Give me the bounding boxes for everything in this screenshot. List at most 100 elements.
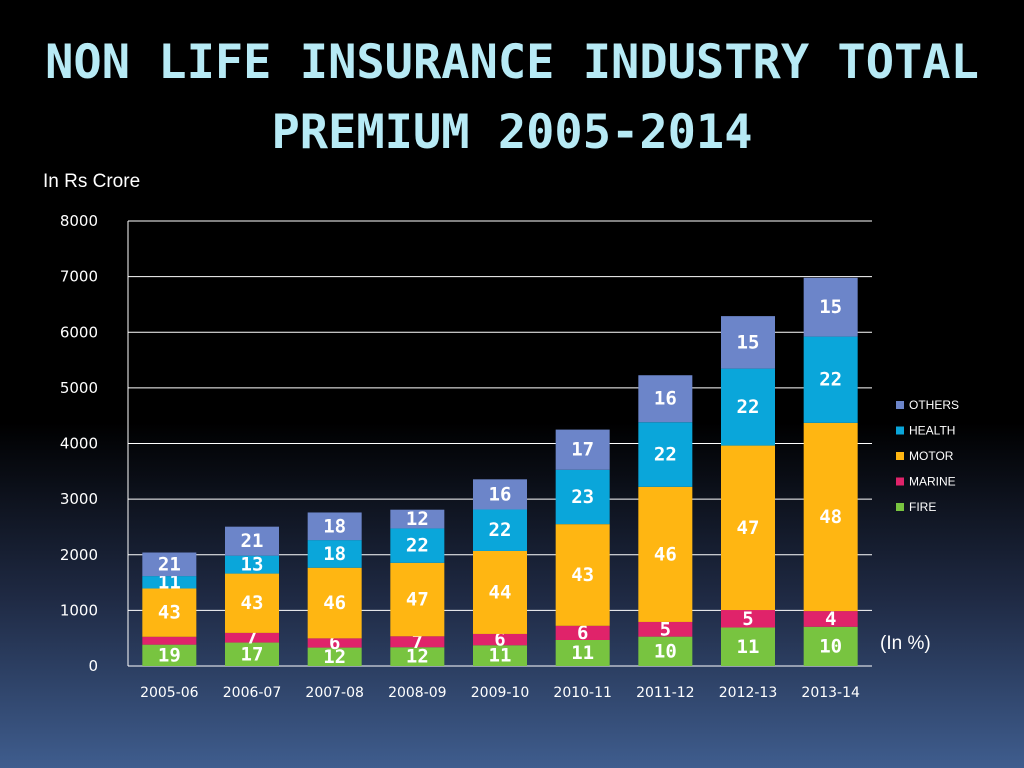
data-label-health: 22 — [489, 519, 512, 541]
bar-segment-health — [307, 540, 362, 568]
bar-segment-fire — [473, 645, 527, 666]
bar-segment-marine — [721, 610, 775, 628]
data-label-motor: 43 — [571, 564, 594, 586]
legend-swatch-health — [896, 426, 904, 435]
y-tick-label: 3000 — [60, 490, 98, 508]
data-label-health: 22 — [406, 535, 429, 557]
y-tick-label: 8000 — [60, 212, 98, 230]
x-tick-label: 2008-09 — [388, 685, 447, 701]
bar-segment-others — [142, 552, 197, 577]
bar-segment-marine — [803, 611, 858, 627]
bar-segment-others — [473, 479, 527, 510]
data-label-health: 13 — [241, 554, 264, 576]
y-tick-label: 2000 — [60, 546, 98, 564]
bar-segment-others — [721, 316, 775, 369]
data-label-fire: 17 — [241, 643, 264, 665]
percent-note: (In %) — [880, 633, 931, 654]
bar-segment-marine — [307, 638, 362, 648]
legend-label-motor: MOTOR — [909, 449, 954, 463]
legend-label-others: OTHERS — [909, 398, 959, 412]
bar-segment-others — [803, 277, 858, 337]
data-label-health: 22 — [737, 396, 760, 418]
data-label-others: 18 — [323, 515, 346, 537]
data-label-motor: 46 — [323, 592, 346, 614]
data-label-fire: 11 — [571, 642, 594, 664]
x-tick-label: 2010-11 — [553, 685, 612, 701]
bar-segment-fire — [638, 636, 693, 666]
data-label-fire: 12 — [406, 646, 429, 668]
data-label-marine: 5 — [742, 608, 753, 630]
bar-segment-health — [803, 336, 858, 423]
data-label-marine: 7 — [412, 631, 423, 653]
bar-segment-marine — [225, 632, 279, 643]
data-label-others: 17 — [571, 439, 594, 461]
data-label-others: 21 — [241, 530, 264, 552]
bar-segment-fire — [142, 644, 197, 666]
data-label-health: 23 — [571, 486, 594, 508]
y-tick-label: 6000 — [60, 323, 98, 341]
chart-title: NON LIFE INSURANCE INDUSTRY TOTAL PREMIU… — [45, 35, 979, 160]
bar-segment-health — [638, 422, 693, 487]
bar-segment-health — [142, 576, 197, 589]
data-label-motor: 46 — [654, 543, 677, 565]
bar-segment-health — [555, 469, 610, 525]
data-label-marine: 4 — [825, 608, 836, 630]
legend-label-marine: MARINE — [909, 475, 956, 489]
data-label-others: 15 — [737, 331, 760, 353]
bar-segment-motor — [307, 567, 362, 639]
data-label-others: 15 — [819, 296, 842, 318]
data-label-fire: 10 — [654, 640, 677, 662]
bar-segment-marine — [142, 636, 197, 645]
data-label-fire: 12 — [323, 646, 346, 668]
data-label-others: 21 — [158, 553, 181, 575]
bar-segment-motor — [555, 524, 610, 626]
bar-segment-others — [390, 509, 445, 529]
bar-segment-marine — [390, 636, 445, 648]
data-label-marine: 6 — [494, 629, 505, 651]
data-label-others: 16 — [654, 388, 677, 410]
bar-segment-fire — [555, 639, 610, 666]
bar-segment-motor — [390, 562, 445, 637]
x-tick-label: 2006-07 — [223, 685, 282, 701]
data-label-marine: 6 — [577, 622, 588, 644]
bar-segment-fire — [721, 627, 775, 666]
data-label-health: 22 — [819, 369, 842, 391]
bar-segment-marine — [555, 625, 610, 640]
legend-swatch-motor — [896, 452, 904, 460]
bar-segment-fire — [390, 647, 445, 666]
data-label-motor: 48 — [819, 506, 842, 528]
bar-segment-fire — [225, 642, 279, 666]
data-label-motor: 43 — [158, 602, 181, 624]
bar-segment-others — [638, 375, 693, 423]
bar-segment-motor — [638, 486, 693, 622]
bar-segment-health — [721, 368, 775, 446]
y-tick-label: 0 — [88, 657, 98, 675]
data-label-fire: 19 — [158, 644, 181, 666]
bar-segment-motor — [803, 422, 858, 612]
data-label-motor: 44 — [489, 581, 512, 603]
data-label-motor: 47 — [737, 517, 760, 539]
y-axis-unit-label: In Rs Crore — [43, 171, 141, 192]
x-tick-label: 2007-08 — [305, 685, 364, 701]
y-tick-label: 7000 — [60, 268, 98, 286]
bar-segment-marine — [638, 621, 693, 637]
x-tick-label: 2011-12 — [636, 685, 695, 701]
data-label-motor: 47 — [406, 589, 429, 611]
legend-label-fire: FIRE — [909, 500, 936, 514]
bar-segment-health — [225, 555, 279, 574]
legend-swatch-marine — [896, 477, 904, 486]
bar-segment-health — [473, 509, 527, 551]
x-tick-label: 2012-13 — [719, 685, 778, 701]
legend-swatch-fire — [896, 503, 904, 511]
data-label-marine: 6 — [329, 632, 340, 654]
data-label-health: 22 — [654, 444, 677, 466]
bar-segment-fire — [803, 626, 858, 666]
data-label-marine: 5 — [660, 618, 671, 640]
bar-segment-others — [555, 429, 610, 470]
data-label-fire: 10 — [819, 635, 842, 657]
y-tick-label: 5000 — [60, 379, 98, 397]
bar-segment-motor — [721, 445, 775, 611]
bar-segment-marine — [473, 633, 527, 646]
bar-segment-others — [307, 512, 362, 541]
